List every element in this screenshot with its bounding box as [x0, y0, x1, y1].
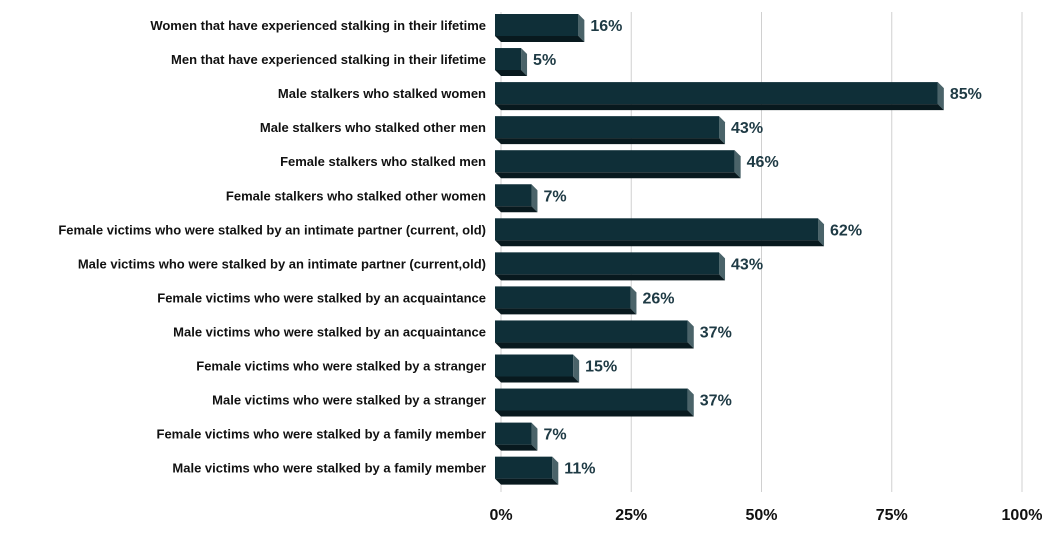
- bar: [495, 388, 694, 417]
- bar-bottom: [495, 478, 559, 485]
- bar-side: [531, 422, 538, 451]
- bar-face: [495, 422, 532, 445]
- bar-bottom: [495, 444, 538, 451]
- category-label: Male stalkers who stalked other men: [260, 120, 486, 135]
- value-label: 26%: [642, 290, 674, 307]
- bar: [495, 184, 538, 213]
- bar-face: [495, 354, 574, 377]
- bar: [495, 422, 538, 451]
- x-tick-label: 100%: [1002, 507, 1042, 524]
- bar-side: [630, 286, 637, 315]
- category-label: Female victims who were stalked by an in…: [58, 222, 486, 237]
- bar-face: [495, 218, 819, 241]
- value-label: 43%: [731, 256, 763, 273]
- category-label: Female victims who were stalked by a fam…: [157, 427, 486, 442]
- category-label: Men that have experienced stalking in th…: [171, 52, 486, 67]
- x-tick-label: 25%: [615, 507, 647, 524]
- bar: [495, 252, 726, 281]
- bar-face: [495, 116, 720, 139]
- x-tick-label: 0%: [489, 507, 512, 524]
- bar-bottom: [495, 410, 694, 417]
- category-label: Male stalkers who stalked women: [278, 86, 486, 101]
- bar-side: [719, 116, 726, 145]
- bar-face: [495, 14, 579, 36]
- bar-bottom: [495, 104, 944, 111]
- bar-face: [495, 286, 631, 309]
- value-label: 11%: [564, 461, 595, 478]
- bar-face: [495, 456, 553, 479]
- bar-bottom: [495, 138, 726, 145]
- bar-bottom: [495, 376, 580, 383]
- bar-side: [552, 456, 559, 485]
- bar: [495, 150, 741, 179]
- bar-face: [495, 150, 735, 173]
- bar-face: [495, 320, 688, 343]
- bar-bottom: [495, 342, 694, 349]
- value-label: 46%: [747, 154, 779, 171]
- bars: [495, 14, 944, 485]
- bar-bottom: [495, 36, 585, 42]
- bar-face: [495, 48, 522, 71]
- bar-bottom: [495, 70, 528, 77]
- category-label: Female stalkers who stalked other women: [226, 188, 486, 203]
- category-label: Women that have experienced stalking in …: [150, 18, 486, 33]
- value-label: 37%: [700, 324, 732, 341]
- bar-bottom: [495, 308, 637, 315]
- value-label: 7%: [543, 427, 566, 444]
- bar: [495, 354, 580, 383]
- bar-bottom: [495, 172, 741, 179]
- bar-side: [687, 320, 694, 349]
- bar-side: [573, 354, 580, 383]
- category-label: Male victims who were stalked by an inti…: [78, 256, 486, 271]
- value-label: 85%: [950, 86, 982, 103]
- category-label: Male victims who were stalked by an acqu…: [173, 324, 486, 339]
- bar: [495, 48, 528, 77]
- category-labels: Women that have experienced stalking in …: [58, 18, 486, 476]
- bar-face: [495, 388, 688, 411]
- category-label: Female stalkers who stalked men: [280, 154, 486, 169]
- bar-face: [495, 184, 532, 207]
- bar-side: [578, 14, 585, 42]
- value-label: 43%: [731, 120, 763, 137]
- bar: [495, 456, 559, 485]
- bar-side: [937, 82, 944, 111]
- bar-side: [818, 218, 825, 247]
- bar-side: [719, 252, 726, 281]
- category-label: Female victims who were stalked by a str…: [196, 359, 486, 374]
- x-tick-label: 50%: [745, 507, 777, 524]
- category-label: Male victims who were stalked by a famil…: [172, 461, 486, 476]
- bar: [495, 82, 944, 111]
- bar: [495, 320, 694, 349]
- bar-side: [734, 150, 741, 179]
- value-labels: 16% 5% 85% 43% 46% 7% 62% 43% 26% 37% 15% 37% 7% 11%: [533, 18, 982, 478]
- bar-face: [495, 252, 720, 275]
- bar-bottom: [495, 240, 825, 247]
- bar: [495, 116, 726, 145]
- bar: [495, 218, 825, 247]
- value-label: 5%: [533, 52, 556, 69]
- bar: [495, 14, 585, 42]
- bar-side: [687, 388, 694, 417]
- category-label: Female victims who were stalked by an ac…: [157, 290, 486, 305]
- bar-side: [531, 184, 538, 213]
- category-label: Male victims who were stalked by a stran…: [212, 393, 486, 408]
- x-tick-label: 75%: [876, 507, 908, 524]
- bar-bottom: [495, 274, 726, 281]
- bar: [495, 286, 637, 315]
- value-label: 7%: [543, 188, 566, 205]
- bar-side: [521, 48, 528, 77]
- value-label: 15%: [585, 359, 617, 376]
- x-tick-labels: 0% 25% 50% 75% 100%: [489, 507, 1042, 524]
- bar-face: [495, 82, 938, 105]
- value-label: 16%: [590, 18, 622, 35]
- bar-bottom: [495, 206, 538, 213]
- value-label: 37%: [700, 393, 732, 410]
- value-label: 62%: [830, 222, 862, 239]
